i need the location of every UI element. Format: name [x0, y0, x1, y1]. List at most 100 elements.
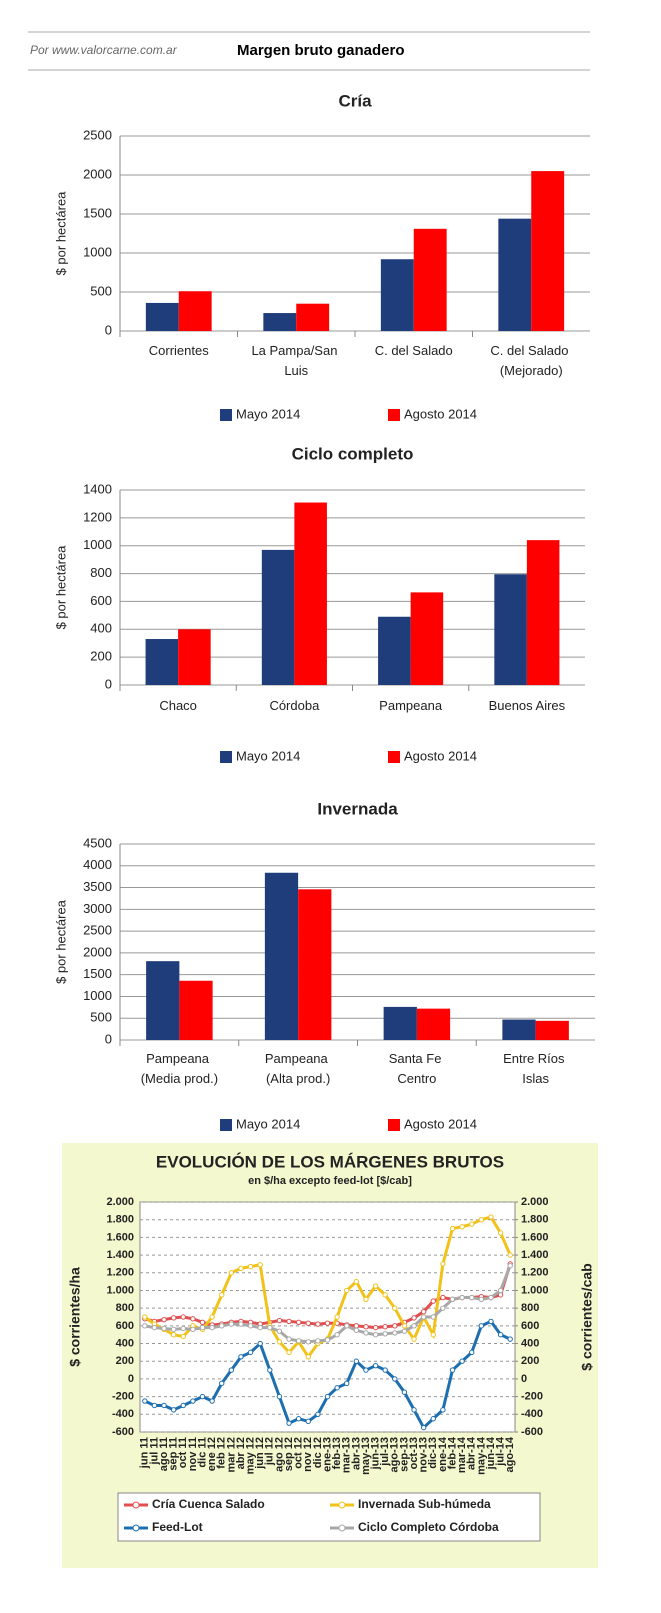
series-marker	[363, 1324, 369, 1330]
series-marker	[190, 1316, 196, 1322]
series-marker	[382, 1367, 388, 1373]
y-tick-label: 0	[128, 1373, 134, 1385]
series-marker	[161, 1402, 167, 1409]
series-marker	[295, 1338, 302, 1344]
y2-tick-label: 1.600	[521, 1231, 549, 1243]
y-tick-label: 0	[105, 676, 112, 691]
series-marker	[190, 1398, 196, 1404]
page-title: Margen bruto ganadero	[237, 42, 405, 59]
series-marker	[449, 1367, 456, 1373]
series-marker	[170, 1326, 177, 1333]
x-tick-label: jul-13	[379, 1437, 391, 1467]
legend-marker	[338, 1524, 346, 1532]
chart-title: Ciclo completo	[292, 444, 414, 463]
series-marker	[334, 1331, 340, 1338]
series-marker	[238, 1321, 244, 1327]
x-tick-label: Pampeana (Alta prod.)	[265, 1051, 332, 1086]
series-marker	[440, 1407, 446, 1413]
series-marker	[151, 1402, 158, 1409]
y2-tick-label: 1.000	[521, 1284, 549, 1296]
y-axis-label: $ corrientes/ha	[67, 1267, 83, 1367]
series-marker	[219, 1380, 225, 1387]
x-tick-label: C. del Salado	[375, 343, 453, 358]
bar	[416, 1008, 451, 1040]
series-marker	[449, 1225, 456, 1232]
series-marker	[401, 1328, 408, 1334]
series-marker	[440, 1294, 446, 1301]
series-marker	[507, 1262, 513, 1269]
bar	[413, 228, 447, 331]
y-tick-label: 800	[116, 1302, 134, 1314]
series-marker	[247, 1349, 254, 1356]
series-marker	[478, 1323, 485, 1329]
x-tick-label: ago 12	[273, 1437, 285, 1472]
series-marker	[170, 1331, 177, 1338]
bar	[298, 889, 332, 1040]
x-tick-label: may 12	[244, 1437, 256, 1474]
y2-tick-label: 200	[521, 1355, 539, 1367]
x-tick-label: feb-14	[446, 1436, 458, 1469]
series-marker	[401, 1323, 408, 1329]
x-tick-label: oct 12	[293, 1437, 305, 1469]
chart-title: Cría	[338, 91, 372, 110]
y-tick-label: 1500	[83, 966, 112, 981]
x-tick-label: jun-13	[369, 1437, 381, 1470]
y-tick-label: 1.600	[106, 1231, 134, 1243]
series-marker	[497, 1331, 504, 1338]
series-marker	[305, 1339, 311, 1345]
y-tick-label: 4000	[83, 857, 112, 872]
series-marker	[363, 1367, 369, 1373]
series-marker	[324, 1337, 331, 1343]
y-axis-label: $ por hectárea	[53, 899, 68, 984]
series-marker	[392, 1323, 398, 1329]
y2-tick-label: -400	[521, 1408, 543, 1420]
series-marker	[276, 1317, 283, 1324]
legend-box	[117, 1492, 541, 1542]
series-marker	[324, 1320, 331, 1326]
x-tick-label: ene 12	[206, 1437, 218, 1471]
bar	[294, 502, 327, 685]
x-tick-label: ago-13	[389, 1437, 401, 1472]
x-tick-label: mar-14	[456, 1436, 468, 1473]
y2-tick-label: 1.400	[521, 1249, 549, 1261]
x-tick-label: jun 11	[139, 1437, 151, 1469]
series-marker	[315, 1338, 321, 1344]
series-marker	[411, 1315, 417, 1321]
y2-tick-label: 1.800	[521, 1214, 549, 1226]
series-marker	[469, 1221, 475, 1227]
y-tick-label: 2.000	[106, 1196, 134, 1208]
series-marker	[363, 1330, 369, 1336]
legend-label: Agosto 2014	[404, 406, 477, 421]
y2-axis-label: $ corrientes/cab	[579, 1263, 595, 1370]
legend-label: Mayo 2014	[236, 1116, 300, 1131]
legend-label: Invernada Sub-húmeda	[358, 1497, 491, 1511]
x-tick-label: abr-14	[466, 1436, 478, 1470]
bar	[178, 291, 212, 331]
bar	[264, 872, 299, 1040]
series-marker	[142, 1323, 148, 1329]
y-tick-label: 1.400	[106, 1249, 134, 1261]
legend-label: Mayo 2014	[236, 748, 300, 763]
y-tick-label: 2000	[83, 944, 112, 959]
series-marker	[315, 1321, 321, 1327]
x-tick-label: Santa Fe Centro	[389, 1051, 445, 1086]
series-marker	[295, 1319, 302, 1326]
legend-swatch	[388, 409, 400, 421]
series-marker	[276, 1328, 283, 1334]
series-marker	[180, 1333, 186, 1340]
x-tick-label: dic 12	[312, 1437, 324, 1468]
series-marker	[305, 1354, 311, 1360]
series-marker	[353, 1278, 360, 1285]
series-marker	[286, 1420, 292, 1426]
series-marker	[353, 1358, 360, 1364]
x-tick-label: Entre Ríos Islas	[503, 1051, 568, 1086]
x-tick-label: mar 12	[225, 1437, 237, 1472]
series-marker	[209, 1324, 215, 1331]
bar	[378, 616, 411, 685]
series-marker	[353, 1323, 360, 1329]
series-marker	[372, 1331, 379, 1338]
series-marker	[257, 1340, 263, 1347]
series-marker	[392, 1330, 398, 1336]
y2-tick-label: 600	[521, 1320, 539, 1332]
series-marker	[478, 1296, 485, 1303]
